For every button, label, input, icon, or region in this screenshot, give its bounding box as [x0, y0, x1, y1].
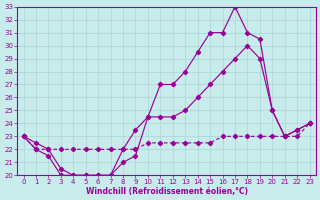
X-axis label: Windchill (Refroidissement éolien,°C): Windchill (Refroidissement éolien,°C) [85, 187, 248, 196]
